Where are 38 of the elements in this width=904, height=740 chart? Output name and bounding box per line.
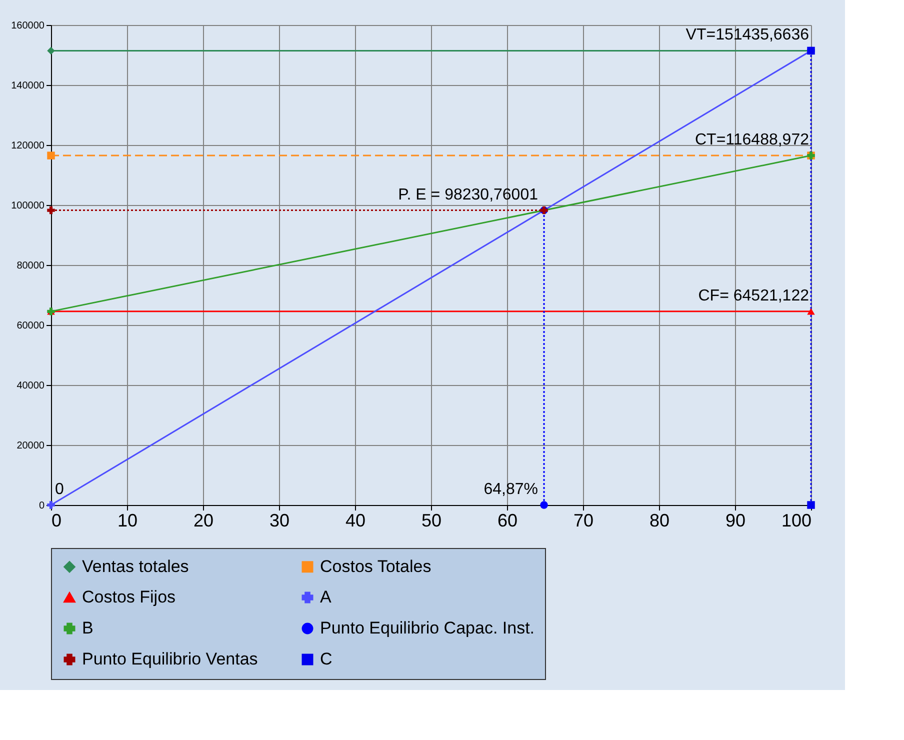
x-tick-label: 20 — [193, 510, 214, 530]
legend-label: Costos Fijos — [82, 588, 176, 606]
point — [540, 501, 548, 509]
point — [47, 152, 55, 160]
legend-label: Punto Equilibrio Capac. Inst. — [320, 618, 535, 638]
y-tick-label: 120000 — [11, 140, 45, 152]
legend-label: Punto Equilibrio Ventas — [82, 650, 258, 668]
x-tick-label: 90 — [725, 510, 746, 530]
point — [47, 46, 55, 55]
y-tick-label: 160000 — [11, 20, 45, 32]
y-tick-label: 80000 — [16, 260, 45, 272]
legend-label: A — [320, 588, 332, 606]
x-tick-label: 30 — [269, 510, 290, 530]
annotation: VT=151435,6636 — [686, 26, 810, 44]
x-tick-label: 50 — [421, 510, 442, 530]
annotation: CT=116488,972 — [694, 132, 810, 149]
y-tick-label: 60000 — [16, 320, 45, 332]
x-tick-label: 10 — [117, 510, 138, 530]
y-tick-label: 20000 — [16, 440, 45, 452]
y-tick-label: 140000 — [11, 80, 45, 92]
annotation: CF= 64521,122 — [698, 287, 810, 304]
y-tick-label: 100000 — [11, 200, 45, 212]
legend-label: Costos Totales — [320, 556, 432, 576]
y-tick-label: 40000 — [16, 380, 45, 392]
x-tick-label: 100 — [781, 510, 812, 530]
point — [47, 206, 55, 214]
x-tick-label: 80 — [649, 510, 670, 530]
y-tick-label: 0 — [38, 500, 45, 512]
x-tick-label: 0 — [52, 510, 62, 530]
x-tick-label: 40 — [345, 510, 366, 530]
annotation: 0 — [55, 481, 64, 498]
legend-label: C — [320, 650, 332, 668]
annotation: 64,87% — [484, 481, 538, 498]
x-tick-label: 60 — [497, 510, 518, 530]
legend-label: B — [82, 618, 94, 638]
annotation: P. E = 98230,76001 — [398, 186, 538, 204]
x-tick-label: 70 — [573, 510, 594, 530]
legend-label: Ventas totales — [82, 556, 189, 576]
